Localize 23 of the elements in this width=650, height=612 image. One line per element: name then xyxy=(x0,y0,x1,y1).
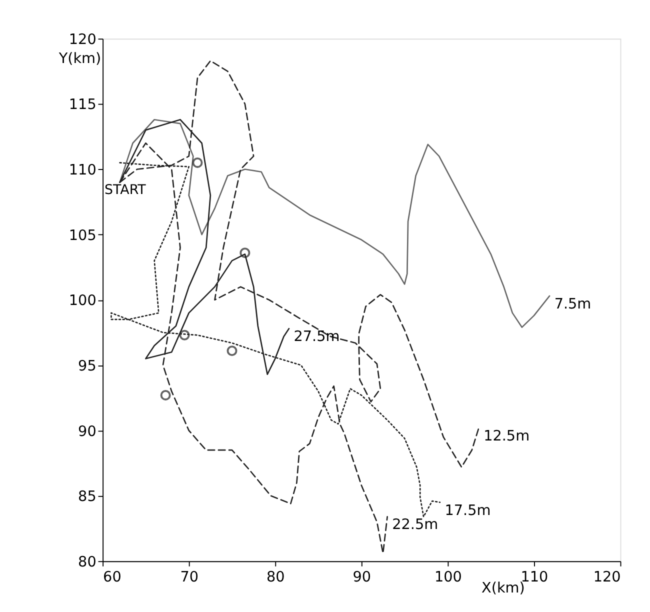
series-label: 27.5m xyxy=(294,329,340,346)
y-tick-label: 80 xyxy=(78,554,96,570)
y-axis-title: Y(km) xyxy=(58,51,102,68)
x-axis-title: X(km) xyxy=(481,580,525,596)
series-label: 12.5m xyxy=(484,428,530,444)
x-tick-label: 70 xyxy=(180,570,198,586)
y-tick-label: 105 xyxy=(68,228,96,244)
series-label: 17.5m xyxy=(444,502,491,519)
y-tick-label: 85 xyxy=(78,489,96,506)
y-tick-label: 100 xyxy=(68,293,96,310)
x-tick-label: 120 xyxy=(593,570,621,586)
x-tick-label: 80 xyxy=(266,570,285,586)
y-tick-label: 90 xyxy=(78,424,96,440)
x-tick-label: 90 xyxy=(352,570,372,586)
y-tick-label: 115 xyxy=(68,97,96,114)
y-tick-label: 95 xyxy=(78,358,96,374)
x-tick-label: 100 xyxy=(434,570,462,586)
series-label: 22.5m xyxy=(392,517,438,534)
x-tick-label: 60 xyxy=(103,570,122,586)
annotation: START xyxy=(104,182,147,198)
series-label: 7.5m xyxy=(554,296,592,312)
y-tick-label: 110 xyxy=(68,162,96,179)
y-tick-label: 120 xyxy=(68,32,96,48)
